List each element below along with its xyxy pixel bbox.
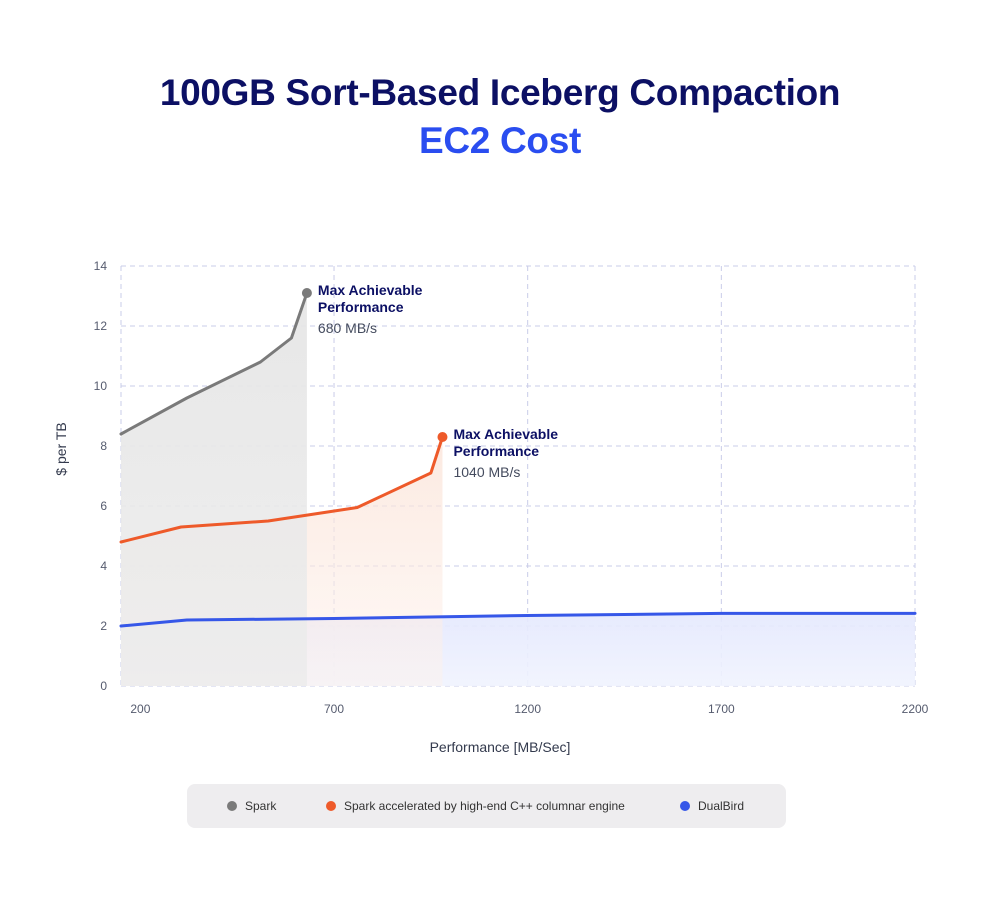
- x-tick-label: 200: [130, 702, 150, 716]
- annotation-value: 1040 MB/s: [453, 464, 520, 480]
- y-tick-label: 8: [100, 439, 107, 453]
- x-tick-label: 2200: [902, 702, 929, 716]
- legend-dot-spark: [227, 801, 237, 811]
- y-axis-title: $ per TB: [53, 422, 69, 475]
- legend-label-spark-accelerated: Spark accelerated by high-end C++ column…: [344, 799, 625, 813]
- series-end-marker-0: [301, 288, 312, 298]
- legend-dot-spark-accelerated: [326, 801, 336, 811]
- x-tick-label: 1700: [708, 702, 735, 716]
- annotation-label: Max Achievable Performance: [453, 426, 558, 459]
- legend: Spark Spark accelerated by high-end C++ …: [187, 784, 786, 828]
- series-line-2: [119, 611, 917, 628]
- y-tick-label: 4: [100, 559, 107, 573]
- y-tick-label: 12: [94, 319, 108, 333]
- y-tick-label: 2: [100, 619, 107, 633]
- series-line-0: [119, 291, 309, 436]
- legend-label-dualbird: DualBird: [698, 799, 745, 813]
- axes: 0 2 4 6 8 10 12 14 200 700 1200 1700 2200: [94, 259, 929, 716]
- annotation-value: 680 MB/s: [318, 320, 377, 336]
- annotation-label: Max Achievable Performance: [318, 282, 423, 315]
- x-axis-title: Performance [MB/Sec]: [430, 739, 571, 755]
- annotation-label-line: Max Achievable: [453, 426, 558, 442]
- x-tick-label: 700: [324, 702, 344, 716]
- y-tick-label: 14: [94, 259, 108, 273]
- annotation-label-line: Performance: [318, 299, 404, 315]
- chart-canvas: 0 2 4 6 8 10 12 14 200 700 1200 1700 2200 Max Achiev…: [53, 259, 929, 755]
- area-spark: [121, 293, 307, 686]
- legend-label-spark: Spark: [245, 799, 277, 813]
- series-areas: [121, 293, 915, 686]
- series-lines: [119, 288, 917, 628]
- x-tick-label: 1200: [514, 702, 541, 716]
- chart-subtitle: EC2 Cost: [418, 120, 582, 161]
- y-tick-label: 0: [100, 679, 107, 693]
- legend-dot-dualbird: [680, 801, 690, 811]
- annotation-label-line: Max Achievable: [318, 282, 423, 298]
- series-line-1: [119, 435, 444, 544]
- annotation-label-line: Performance: [453, 443, 539, 459]
- y-tick-label: 10: [94, 379, 108, 393]
- legend-item-dualbird: DualBird: [680, 784, 744, 828]
- series-end-marker-1: [437, 432, 448, 442]
- legend-item-spark: Spark: [227, 784, 276, 828]
- legend-item-spark-accelerated: Spark accelerated by high-end C++ column…: [326, 784, 625, 828]
- chart-title: 100GB Sort-Based Iceberg Compaction: [159, 72, 841, 113]
- y-tick-label: 6: [100, 499, 107, 513]
